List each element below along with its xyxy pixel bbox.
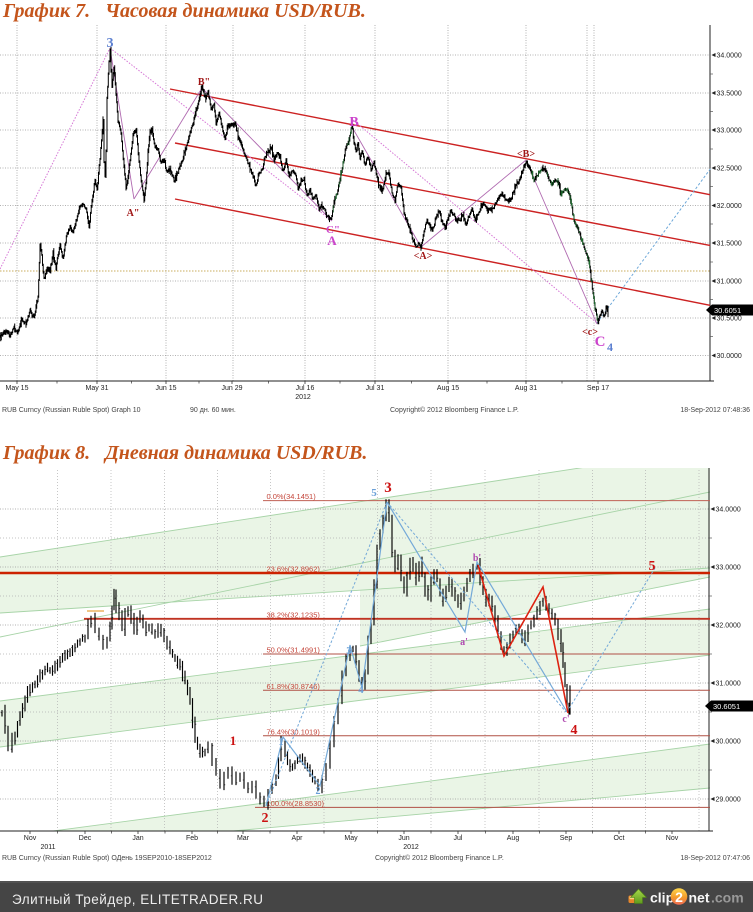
svg-text:2012: 2012	[295, 394, 311, 401]
svg-text:Aug: Aug	[507, 835, 520, 842]
svg-text:30.0000: 30.0000	[716, 739, 741, 746]
svg-text:32.0000: 32.0000	[716, 623, 741, 630]
svg-text:A": A"	[127, 208, 140, 219]
svg-text:76.4%(30.1019): 76.4%(30.1019)	[267, 727, 321, 736]
svg-text:34.0000: 34.0000	[716, 507, 741, 514]
svg-text:50.0%(31.4991): 50.0%(31.4991)	[267, 646, 321, 655]
svg-text:30.6051: 30.6051	[713, 702, 740, 711]
svg-text:График 7. Часовая динамика U: График 7. Часовая динамика USD/RUB.	[2, 0, 366, 22]
svg-text:34.0000: 34.0000	[717, 53, 742, 60]
svg-text:<B>: <B>	[517, 149, 535, 160]
svg-text:Jun 29: Jun 29	[221, 385, 242, 392]
svg-text:Copyright© 2012 Bloomberg Fina: Copyright© 2012 Bloomberg Finance L.P.	[390, 406, 519, 414]
svg-text:b': b'	[473, 553, 482, 564]
svg-text:Jun 15: Jun 15	[155, 385, 176, 392]
svg-text:C": C"	[326, 224, 340, 236]
svg-text:90 дн. 60 мин.: 90 дн. 60 мин.	[190, 407, 236, 414]
svg-text:Dec: Dec	[79, 835, 92, 842]
svg-text:Mar: Mar	[237, 835, 250, 842]
svg-text:2012: 2012	[403, 844, 419, 851]
svg-text:18-Sep-2012 07:48:36: 18-Sep-2012 07:48:36	[680, 407, 750, 414]
svg-text:График 8. Дневная динамика U: График 8. Дневная динамика USD/RUB.	[2, 442, 367, 464]
svg-text:5: 5	[371, 487, 377, 499]
svg-text:2: 2	[316, 786, 321, 797]
svg-text:Jul 16: Jul 16	[296, 385, 315, 392]
svg-text:2: 2	[675, 889, 683, 905]
svg-text:31.0000: 31.0000	[717, 279, 742, 286]
svg-text:May 15: May 15	[6, 385, 29, 392]
svg-text:4: 4	[607, 340, 613, 354]
svg-text:Feb: Feb	[186, 835, 198, 842]
svg-text:30.0000: 30.0000	[717, 353, 742, 360]
svg-text:.com: .com	[711, 890, 744, 906]
svg-text:A: A	[327, 233, 337, 248]
svg-text:Jul 31: Jul 31	[366, 385, 385, 392]
svg-text:Jan: Jan	[132, 835, 143, 842]
svg-text:5: 5	[649, 559, 656, 574]
svg-text:3: 3	[346, 645, 352, 657]
svg-text:B: B	[349, 115, 358, 130]
svg-text:32.5000: 32.5000	[717, 166, 742, 173]
svg-text:Copyright© 2012 Bloomberg Fina: Copyright© 2012 Bloomberg Finance L.P.	[375, 854, 504, 862]
svg-text:1: 1	[279, 737, 284, 748]
svg-text:Oct: Oct	[614, 835, 625, 842]
svg-text:33.0000: 33.0000	[716, 565, 741, 572]
svg-text:May: May	[344, 835, 358, 842]
svg-text:100.0%(28.8530): 100.0%(28.8530)	[267, 799, 325, 808]
svg-text:May 31: May 31	[86, 385, 109, 392]
svg-text:29.0000: 29.0000	[716, 797, 741, 804]
svg-text:<A>: <A>	[414, 251, 433, 262]
svg-text:Sep 17: Sep 17	[587, 385, 609, 392]
svg-text:4: 4	[358, 684, 364, 696]
svg-text:4: 4	[571, 723, 578, 738]
svg-text:33.0000: 33.0000	[717, 128, 742, 135]
svg-text:Nov: Nov	[666, 835, 679, 842]
svg-text:1: 1	[230, 733, 237, 748]
svg-text:61.8%(30.8746): 61.8%(30.8746)	[267, 682, 321, 691]
svg-text:RUB Curncy (Russian Ruble Spot: RUB Curncy (Russian Ruble Spot) Graph 10	[2, 407, 141, 414]
svg-text:Nov: Nov	[24, 835, 37, 842]
svg-text:Sep: Sep	[560, 835, 573, 842]
svg-text:clip: clip	[650, 890, 674, 906]
svg-text:C: C	[595, 334, 606, 350]
svg-text:a': a'	[460, 637, 468, 648]
svg-text:Aug 31: Aug 31	[515, 385, 537, 392]
svg-text:32.0000: 32.0000	[717, 203, 742, 210]
svg-text:Aug 15: Aug 15	[437, 385, 459, 392]
svg-text:net: net	[689, 890, 710, 906]
svg-text:RUB Curncy (Russian Ruble Spot: RUB Curncy (Russian Ruble Spot) ОДень 19…	[2, 855, 212, 862]
svg-text:c': c'	[562, 714, 569, 725]
svg-text:Jun: Jun	[398, 835, 409, 842]
svg-text:2: 2	[262, 811, 269, 826]
svg-text:2011: 2011	[40, 844, 55, 851]
svg-text:31.0000: 31.0000	[716, 681, 741, 688]
svg-text:31.5000: 31.5000	[717, 241, 742, 248]
svg-text:23.6%(32.8962): 23.6%(32.8962)	[267, 565, 321, 574]
svg-text:3: 3	[384, 480, 392, 496]
svg-text:<c>: <c>	[582, 327, 598, 338]
svg-text:Apr: Apr	[292, 835, 304, 842]
svg-text:18-Sep-2012 07:47:06: 18-Sep-2012 07:47:06	[680, 855, 750, 862]
svg-text:Элитный Трейдер, ELITETRADER.R: Элитный Трейдер, ELITETRADER.RU	[12, 892, 264, 907]
svg-text:30.6051: 30.6051	[714, 306, 741, 315]
svg-text:33.5000: 33.5000	[717, 91, 742, 98]
svg-text:38.2%(32.1235): 38.2%(32.1235)	[267, 610, 321, 619]
svg-text:B": B"	[198, 77, 210, 88]
svg-text:30.5000: 30.5000	[717, 316, 742, 323]
svg-text:3: 3	[107, 36, 114, 51]
svg-text:0.0%(34.1451): 0.0%(34.1451)	[267, 492, 317, 501]
svg-text:Jul: Jul	[454, 835, 463, 842]
